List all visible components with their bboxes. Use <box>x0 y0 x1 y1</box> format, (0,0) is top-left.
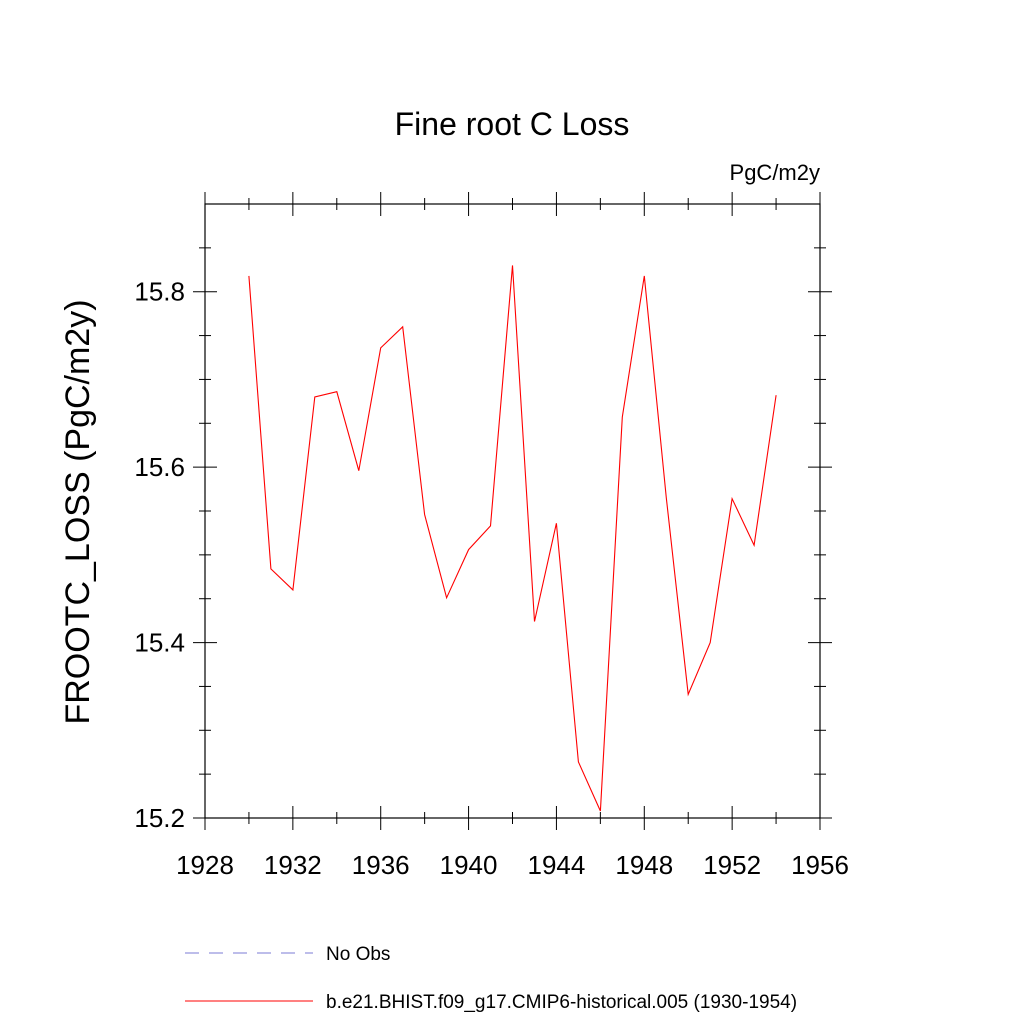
legend-label-no-obs: No Obs <box>326 944 390 965</box>
legend-label-historical: b.e21.BHIST.f09_g17.CMIP6-historical.005… <box>326 992 797 1013</box>
x-tick-label: 1940 <box>440 850 498 880</box>
x-tick-label: 1952 <box>703 850 761 880</box>
series-lines <box>248 265 777 812</box>
plot-frame <box>204 203 821 819</box>
chart-title: Fine root C Loss <box>395 106 630 142</box>
axis-ticks: 1928 1932 1936 1940 1944 1948 1952 1956 15.2 15.4… <box>134 192 849 880</box>
y-tick-label: 15.4 <box>134 628 185 658</box>
series-line-historical <box>248 265 777 812</box>
y-axis-label: FROOTC_LOSS (PgC/m2y) <box>59 299 97 724</box>
y-tick-label: 15.8 <box>134 277 185 307</box>
units-label: PgC/m2y <box>730 160 820 185</box>
x-tick-label: 1948 <box>615 850 673 880</box>
x-tick-label: 1932 <box>264 850 322 880</box>
legend: No Obs b.e21.BHIST.f09_g17.CMIP6-histori… <box>185 944 797 1013</box>
x-tick-label: 1956 <box>791 850 849 880</box>
x-tick-label: 1936 <box>352 850 410 880</box>
x-tick-label: 1944 <box>528 850 586 880</box>
y-tick-label: 15.6 <box>134 452 185 482</box>
y-tick-label: 15.2 <box>134 803 185 833</box>
x-tick-label: 1928 <box>176 850 234 880</box>
